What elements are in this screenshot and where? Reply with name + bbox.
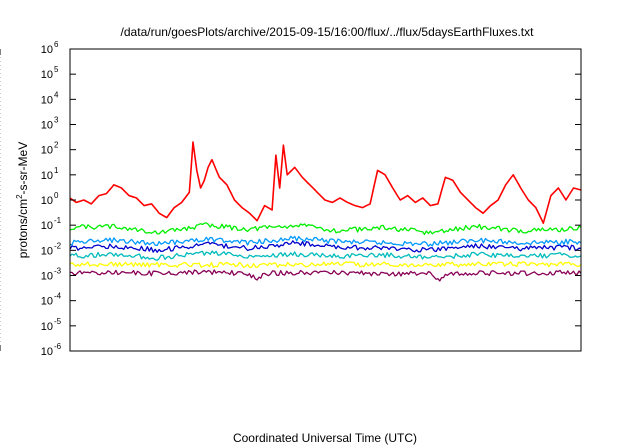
y-tick-exponent: -5 — [54, 317, 62, 326]
y-tick-label: 10 — [41, 94, 53, 106]
y-tick-label: 10 — [41, 271, 53, 283]
y-tick-exponent: 0 — [54, 191, 59, 200]
y-axis-title-rest: -s-sr-MeV — [16, 142, 30, 195]
series-line-0 — [69, 141, 582, 224]
y-axis-title-main: protons/cm — [16, 199, 30, 258]
y-tick-exponent: 5 — [54, 65, 59, 74]
y-tick-label: 10 — [41, 195, 53, 207]
x-axis-title: Coordinated Universal Time (UTC) — [233, 431, 417, 445]
y-tick-label: 10 — [41, 145, 53, 157]
series-line-4 — [69, 250, 582, 261]
series-line-5 — [69, 261, 582, 269]
y-tick-label: 10 — [41, 69, 53, 81]
series-layer — [69, 141, 582, 282]
y-tick-label: 10 — [41, 346, 53, 358]
y-tick-label: 10 — [41, 120, 53, 132]
y-tick-exponent: -1 — [54, 216, 62, 225]
chart-title: /data/run/goesPlots/archive/2015-09-15/1… — [121, 25, 535, 39]
series-line-3 — [69, 240, 582, 253]
y-axis-title: protons/cm2-s-sr-MeV — [15, 142, 30, 258]
y-tick-label: 10 — [41, 44, 53, 56]
y-tick-label: 10 — [41, 296, 53, 308]
series-line-2 — [69, 235, 582, 247]
y-tick-exponent: 1 — [54, 166, 59, 175]
y-tick-exponent: -3 — [54, 267, 62, 276]
y-tick-label: 10 — [41, 220, 53, 232]
y-tick-exponent: -4 — [54, 292, 62, 301]
y-axis-title-sup: 2 — [15, 194, 24, 199]
y-tick-exponent: 4 — [54, 90, 59, 99]
y-tick-exponent: 3 — [54, 116, 59, 125]
y-tick-exponent: -2 — [54, 241, 62, 250]
series-line-1 — [69, 222, 582, 236]
series-line-6 — [70, 269, 582, 282]
y-tick-label: 10 — [41, 321, 53, 333]
y-axis: 10 -610 -510 -410 -310 -210 -110 010 110 210 310 41… — [41, 40, 581, 358]
y-tick-exponent: 2 — [54, 141, 59, 150]
y-tick-exponent: 6 — [54, 40, 59, 49]
y-tick-label: 10 — [41, 245, 53, 257]
y-tick-label: 10 — [41, 170, 53, 182]
y-tick-exponent: -6 — [54, 342, 62, 351]
